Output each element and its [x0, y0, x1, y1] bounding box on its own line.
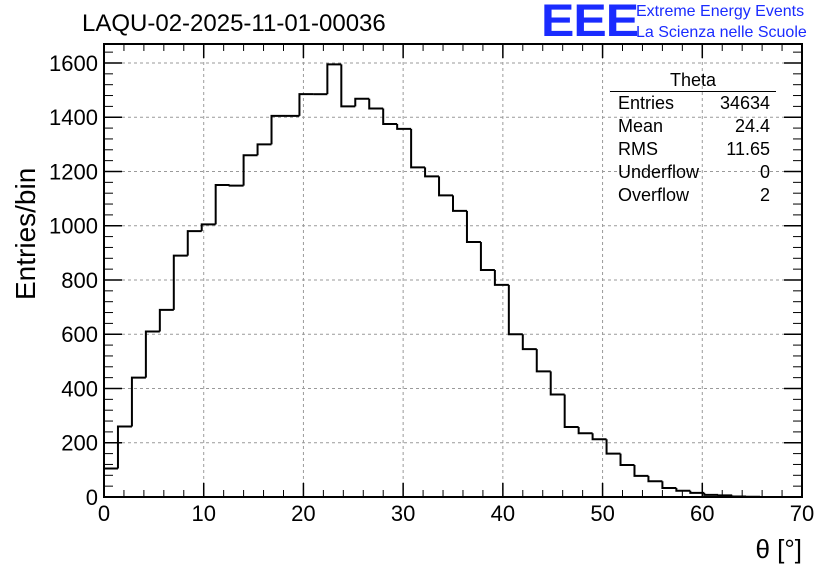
- stats-title: Theta: [610, 70, 776, 92]
- x-tick-label: 60: [690, 501, 714, 526]
- histogram-bin: [438, 176, 453, 197]
- histogram-bin: [465, 210, 481, 244]
- histogram-bin: [424, 167, 440, 178]
- stats-row-rms: RMS 11.65: [610, 138, 776, 161]
- x-tick-label: 70: [790, 501, 814, 526]
- stats-row-entries: Entries 34634: [610, 92, 776, 115]
- y-tick-label: 1400: [49, 105, 98, 130]
- stats-value: 11.65: [726, 139, 770, 159]
- histogram-bin: [172, 254, 188, 310]
- histogram-bin: [214, 184, 230, 225]
- grid-lines: [104, 44, 802, 497]
- histogram-bin: [130, 376, 146, 427]
- logo-line-2: La Scienza nelle Scuole: [636, 24, 807, 41]
- stats-row-underflow: Underflow 0: [610, 161, 776, 184]
- histogram-bin: [410, 128, 426, 169]
- histogram-bin: [619, 453, 635, 466]
- eee-logo: EEE: [541, 0, 639, 46]
- chart-title: LAQU-02-2025-11-01-00036: [82, 10, 386, 37]
- logo-line-1: Extreme Energy Events: [636, 3, 805, 20]
- y-tick-label: 200: [61, 431, 98, 456]
- histogram-bin: [368, 98, 384, 110]
- x-tick-label: 20: [291, 501, 315, 526]
- histogram-bin: [507, 284, 523, 336]
- y-tick-label: 0: [86, 485, 98, 510]
- x-axis-label: θ [°]: [755, 534, 802, 564]
- stats-value: 24.4: [734, 116, 770, 136]
- histogram-bin: [116, 425, 132, 469]
- histogram-bin: [256, 143, 272, 156]
- stats-label: Entries: [618, 93, 675, 113]
- histogram-bin: [326, 63, 342, 95]
- y-tick-label: 1200: [49, 159, 98, 184]
- histogram-bin: [103, 467, 118, 497]
- histogram-bin: [228, 184, 244, 187]
- histogram-bin: [605, 439, 621, 455]
- y-axis-label: Entries/bin: [10, 167, 41, 300]
- histogram-bin: [493, 269, 509, 286]
- histogram-bin: [144, 330, 160, 378]
- histogram-bin: [633, 464, 649, 477]
- stats-value: 34634: [719, 93, 770, 113]
- plot-frame: [103, 43, 803, 498]
- histogram-bin: [396, 124, 412, 130]
- stats-row-overflow: Overflow 2: [610, 184, 776, 207]
- histogram-bin: [647, 475, 663, 483]
- histogram-bin: [158, 308, 174, 332]
- histogram-bin: [242, 154, 258, 186]
- histogram-bin: [563, 394, 579, 429]
- x-tick-label: 40: [491, 501, 515, 526]
- histogram-bin: [549, 371, 565, 396]
- histogram-bin: [340, 64, 356, 108]
- stats-row-mean: Mean 24.4: [610, 115, 776, 138]
- histogram-bin: [382, 108, 398, 126]
- x-tick-label: 10: [191, 501, 215, 526]
- histogram-bin: [577, 427, 593, 435]
- stats-label: Overflow: [618, 185, 690, 205]
- tick-labels: 0 10 20 30 40 50 60 700200400600800100012001400…: [49, 51, 814, 526]
- x-tick-label: 30: [391, 501, 415, 526]
- stats-value: 2: [759, 185, 770, 205]
- stats-box: Theta Entries 34634 Mean 24.4 RMS 11.65 …: [610, 70, 776, 207]
- axis-ticks: [103, 44, 803, 498]
- stats-label: RMS: [618, 139, 658, 159]
- histogram-bin: [717, 494, 733, 497]
- histogram-bin: [521, 334, 537, 351]
- histogram-bin: [689, 490, 705, 494]
- x-tick-label: 0: [98, 501, 110, 526]
- histogram-bin: [270, 114, 286, 145]
- histogram-bin: [479, 242, 495, 271]
- histogram-bin: [675, 488, 691, 492]
- histogram-bin: [354, 97, 370, 107]
- histogram-bin: [452, 195, 467, 212]
- histogram-bin: [200, 223, 216, 232]
- histogram-bin: [703, 492, 719, 496]
- histogram-bars: [103, 63, 802, 498]
- stats-label: Underflow: [618, 162, 700, 182]
- histogram-bin: [591, 433, 607, 441]
- y-tick-label: 800: [61, 268, 98, 293]
- y-tick-label: 1600: [49, 51, 98, 76]
- y-tick-label: 400: [61, 376, 98, 401]
- y-tick-label: 600: [61, 322, 98, 347]
- stats-value: 0: [759, 162, 770, 182]
- x-tick-label: 50: [590, 501, 614, 526]
- y-tick-label: 1000: [49, 214, 98, 239]
- histogram-bin: [535, 349, 551, 373]
- stats-label: Mean: [618, 116, 664, 136]
- histogram-bin: [298, 93, 314, 116]
- histogram-bin: [661, 481, 677, 490]
- histogram-bin: [186, 230, 202, 256]
